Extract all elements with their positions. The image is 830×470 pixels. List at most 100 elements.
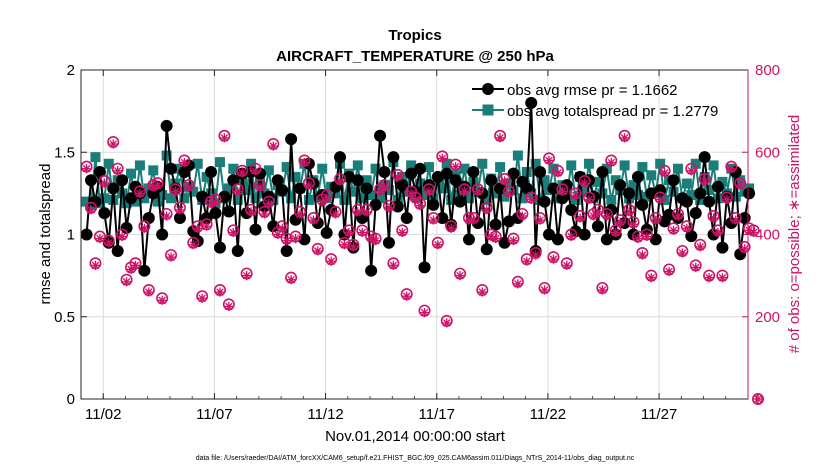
obs-assimilated-point xyxy=(455,271,465,281)
rmse-point xyxy=(156,228,169,241)
totalspread-point xyxy=(437,183,448,194)
rmse-point xyxy=(85,174,98,187)
rmse-point xyxy=(205,165,218,178)
rmse-point xyxy=(698,151,711,164)
rmse-point xyxy=(209,207,222,220)
obs-assimilated-point xyxy=(157,295,167,305)
x-tick-label: 11/07 xyxy=(196,406,232,423)
obs-assimilated-point xyxy=(166,252,176,262)
totalspread-point xyxy=(584,158,595,169)
obs-assimilated-point xyxy=(170,186,181,196)
totalspread-point xyxy=(672,163,683,174)
obs-assimilated-point xyxy=(451,162,461,172)
obs-assimilated-point xyxy=(264,199,274,209)
obs-assimilated-point xyxy=(664,266,674,277)
obs-assimilated-point xyxy=(184,182,194,192)
obs-assimilated-point xyxy=(642,231,652,242)
totalspread-point xyxy=(637,162,648,173)
obs-assimilated-point xyxy=(362,207,372,217)
obs-assimilated-point xyxy=(579,178,590,188)
rmse-point xyxy=(414,162,427,175)
obs-assimilated-point xyxy=(584,194,594,205)
obs-assimilated-point xyxy=(330,209,341,219)
obs-assimilated-point xyxy=(686,166,696,176)
left-axis-tick-labels: 0 0.5 1 1.5 2 xyxy=(54,62,75,408)
rmse-point xyxy=(685,230,698,243)
legend: obs avg rmse pr = 1.1662 obs avg totalsp… xyxy=(472,82,718,120)
rmse-point xyxy=(689,207,702,220)
obs-assimilated-point xyxy=(273,229,283,240)
totalspread-point xyxy=(681,178,692,189)
obs-assimilated-point xyxy=(575,213,585,223)
obs-assimilated-point xyxy=(219,133,230,143)
obs-assimilated-point xyxy=(566,231,576,242)
rmse-point xyxy=(525,96,538,109)
obs-assimilated-point xyxy=(286,275,296,285)
obs-assimilated-point xyxy=(557,186,567,196)
x-tick-label: 11/27 xyxy=(641,406,677,423)
x-tick-label: 11/12 xyxy=(307,406,343,423)
rmse-point xyxy=(382,236,395,249)
y-tick-label-right: 800 xyxy=(755,62,780,79)
obs-assimilated-point xyxy=(473,186,483,196)
rmse-point xyxy=(623,187,636,200)
obs-assimilated-point xyxy=(250,166,261,176)
obs-assimilated-point xyxy=(513,279,523,289)
rmse-point xyxy=(276,184,289,197)
obs-assimilated-point xyxy=(344,227,354,238)
obs-assimilated-point xyxy=(735,180,745,190)
obs-assimilated-point xyxy=(637,250,647,260)
legend-rmse-label: obs avg rmse pr = 1.1662 xyxy=(507,82,678,99)
rmse-point xyxy=(440,167,453,180)
rmse-point xyxy=(116,174,129,187)
rmse-point xyxy=(222,205,235,218)
obs-assimilated-point xyxy=(179,157,189,168)
rmse-point xyxy=(320,226,333,239)
obs-assimilated-point xyxy=(548,254,559,264)
rmse-point xyxy=(489,218,502,231)
totalspread-point xyxy=(103,158,114,169)
obs-assimilated-point xyxy=(419,308,430,318)
obs-assimilated-point xyxy=(202,221,212,231)
obs-assimilated-point xyxy=(606,157,616,168)
obs-assimilated-point xyxy=(193,223,203,233)
obs-assimilated-point xyxy=(259,209,270,219)
obs-assimilated-point xyxy=(673,211,683,221)
x-tick-label: 11/02 xyxy=(85,406,121,423)
obs-assimilated-point xyxy=(304,180,314,190)
obs-assimilated-point xyxy=(104,238,114,248)
rmse-point xyxy=(160,119,173,132)
obs-assimilated-point xyxy=(415,201,425,211)
obs-assimilated-point xyxy=(442,318,452,328)
obs-assimilated-point xyxy=(113,166,123,176)
obs-possible-point xyxy=(752,392,765,405)
rmse-point xyxy=(365,264,378,277)
obs-assimilated-point xyxy=(708,213,719,223)
obs-assimilated-point xyxy=(282,236,292,246)
obs-assimilated-point xyxy=(295,209,305,219)
rmse-point xyxy=(387,151,400,164)
rmse-point xyxy=(391,200,404,213)
obs-assimilated-point xyxy=(628,219,639,229)
obs-assimilated-point xyxy=(153,180,163,190)
totalspread-point xyxy=(606,194,617,205)
obs-assimilated-point xyxy=(731,215,741,225)
obs-assimilated-point xyxy=(326,256,336,266)
obs-assimilated-point xyxy=(651,215,661,225)
obs-assimilated-point xyxy=(700,176,710,186)
rmse-point xyxy=(231,244,244,257)
obs-assimilated-point xyxy=(677,248,688,258)
obs-assimilated-point xyxy=(86,205,96,215)
obs-assimilated-point xyxy=(379,182,390,192)
totalspread-point xyxy=(134,160,145,171)
obs-assimilated-point xyxy=(161,211,172,221)
rmse-point xyxy=(534,165,547,178)
obs-assimilated-point xyxy=(499,176,510,186)
y-tick-label-left: 2 xyxy=(67,62,75,79)
obs-assimilated-point xyxy=(411,194,421,205)
x-tick-label: 11/22 xyxy=(530,406,566,423)
rmse-point xyxy=(111,244,124,257)
chart-title: Tropics xyxy=(388,27,441,44)
y-axis-label-right: # of obs: o=possible; ∗=assimilated xyxy=(786,115,803,354)
